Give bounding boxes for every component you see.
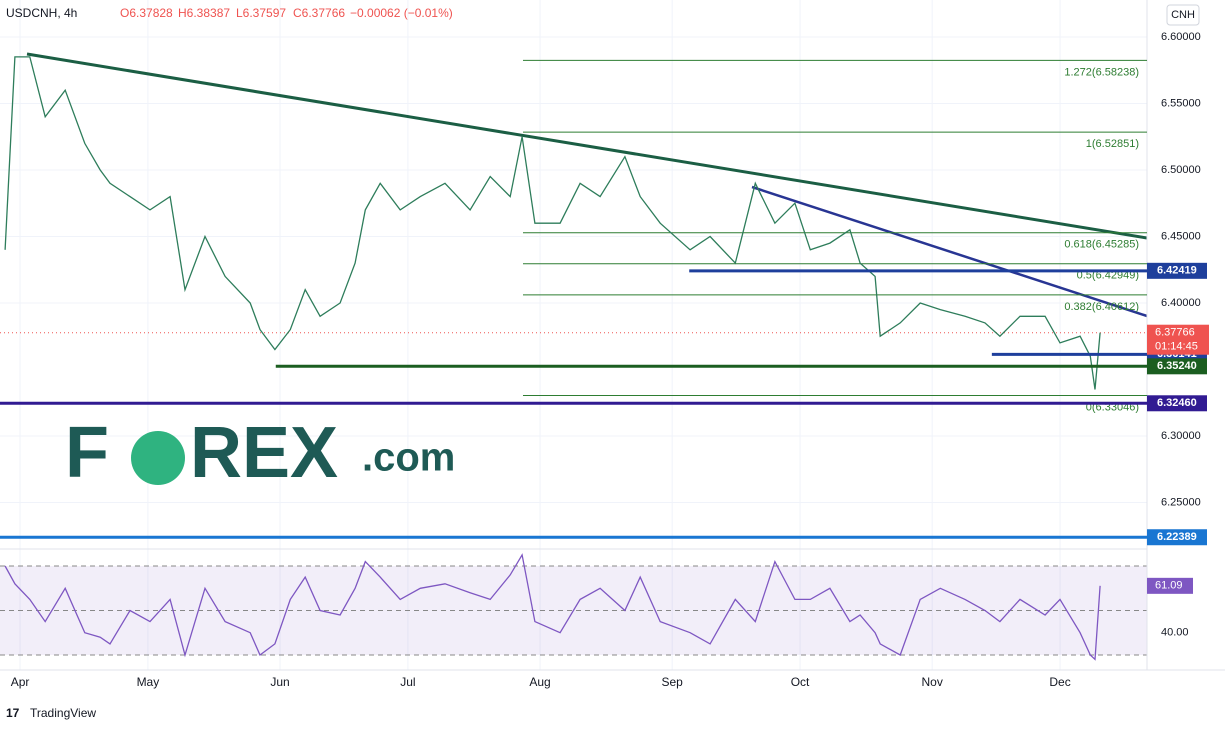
y-tick-label: 6.50000 [1161,164,1201,176]
y-tick-label: 6.60000 [1161,31,1201,43]
series-line [4,56,1101,390]
level-label: 6.42419 [1157,265,1197,277]
logo: .com [362,436,455,480]
tv-icon: 17 [6,706,20,720]
x-tick-label: May [137,675,160,689]
y-tick-label: 6.25000 [1161,496,1201,508]
ohlc: L6.37597 [236,6,286,20]
x-tick-label: Jul [400,675,415,689]
logo-o [131,431,185,485]
rsi-tag [1147,577,1193,594]
trendline [26,52,1148,240]
y-tick-label: 40.00 [1161,627,1189,639]
x-tick-label: Aug [529,675,550,689]
currency[interactable]: CNH [1171,9,1195,21]
level-tag [1147,262,1207,279]
logo: REX [190,413,338,493]
currency-box[interactable] [1166,4,1200,26]
fib-label: 0.5(6.42949) [1077,270,1139,282]
y-tick-label: 6.30000 [1161,430,1201,442]
x-tick-label: Oct [791,675,810,689]
ohlc: O6.37828 [120,6,173,20]
x-tick-label: Jun [270,675,289,689]
countdown: 01:14:45 [1155,341,1198,353]
footer: TradingView [30,706,96,720]
x-tick-label: Apr [11,675,30,689]
x-tick-label: Dec [1049,675,1070,689]
series-line [4,553,1101,661]
level-tag [1147,395,1207,412]
level-label: 6.35240 [1157,360,1197,372]
x-tick-label: Sep [661,675,683,689]
level-tag [1147,529,1207,546]
fib-label: 1(6.52851) [1086,138,1139,150]
ohlc: H6.38387 [178,6,230,20]
ohlc: C6.37766 [293,6,345,20]
level-tag [1147,358,1207,375]
y-tick-label: 6.45000 [1161,230,1201,242]
rsi-label: 61.09 [1155,580,1183,592]
change: −0.00062 (−0.01%) [350,6,453,20]
y-tick-label: 6.55000 [1161,97,1201,109]
last-price-label: 6.37766 [1155,327,1195,339]
x-tick-label: Nov [922,675,943,689]
level-label: 6.22389 [1157,531,1197,543]
y-tick-label: 6.40000 [1161,297,1201,309]
fib-label: 0.382(6.40612) [1064,301,1139,313]
level-label: 6.32460 [1157,397,1197,409]
fib-label: 0.618(6.45285) [1064,239,1139,251]
last-price-tag [1147,324,1209,355]
symbol: USDCNH, 4h [6,6,77,20]
logo: F [65,413,109,493]
fib-label: 1.272(6.58238) [1064,66,1139,78]
